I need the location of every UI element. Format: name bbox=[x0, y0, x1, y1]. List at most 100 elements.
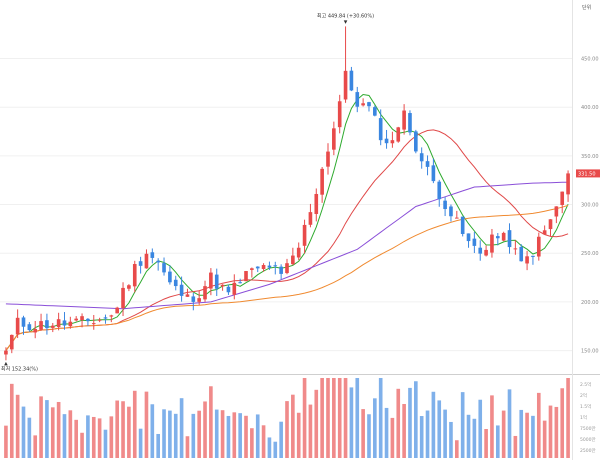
candle bbox=[373, 105, 377, 117]
candle-body bbox=[355, 92, 360, 107]
candle-body bbox=[507, 230, 512, 248]
volume-bar bbox=[173, 413, 178, 458]
candle-body bbox=[378, 118, 383, 141]
candle bbox=[238, 278, 242, 284]
candle-body bbox=[478, 247, 483, 254]
volume-bar bbox=[507, 389, 512, 458]
volume-bar bbox=[255, 414, 260, 458]
candle-body bbox=[86, 318, 90, 322]
candle-body bbox=[314, 193, 319, 214]
volume-bar bbox=[560, 388, 565, 458]
candle-body bbox=[185, 294, 190, 297]
candle bbox=[138, 256, 143, 274]
volume-bar bbox=[548, 405, 553, 458]
candle bbox=[320, 166, 324, 203]
volume-bar bbox=[27, 417, 32, 458]
candle bbox=[50, 322, 55, 333]
candle-body bbox=[449, 206, 453, 217]
candle bbox=[197, 291, 201, 305]
candle-body bbox=[431, 165, 436, 182]
candle bbox=[232, 274, 237, 300]
candle bbox=[255, 266, 260, 273]
candle bbox=[273, 261, 278, 275]
volume-bar bbox=[332, 378, 336, 458]
candle-body bbox=[121, 287, 125, 309]
candle-body bbox=[373, 107, 377, 116]
candle-body bbox=[232, 282, 237, 295]
candle-body bbox=[156, 260, 160, 263]
candle-body bbox=[103, 317, 108, 319]
volume-bar bbox=[21, 406, 26, 458]
candle bbox=[91, 314, 96, 330]
candle bbox=[343, 26, 348, 103]
candle-body bbox=[349, 70, 354, 91]
volume-bar bbox=[138, 428, 143, 458]
candle-body bbox=[168, 271, 172, 283]
candle-body bbox=[343, 70, 348, 100]
volume-bar bbox=[337, 378, 342, 458]
volume-bar bbox=[191, 413, 196, 458]
candle bbox=[437, 179, 442, 207]
candle bbox=[507, 223, 512, 254]
volume-bar bbox=[62, 414, 67, 458]
candle-body bbox=[4, 350, 8, 355]
candle bbox=[402, 104, 406, 135]
volume-bar bbox=[384, 407, 389, 458]
candle-body bbox=[320, 168, 324, 195]
candle-body bbox=[220, 284, 225, 287]
candle bbox=[285, 258, 289, 275]
candle bbox=[209, 268, 213, 296]
candle-body bbox=[162, 263, 166, 273]
candle-body bbox=[548, 219, 553, 230]
candle bbox=[443, 197, 447, 217]
moving-average-lines bbox=[5, 93, 569, 351]
candle-body bbox=[109, 315, 114, 317]
candle bbox=[261, 263, 266, 272]
candle-body bbox=[179, 284, 184, 296]
candle-body bbox=[68, 321, 73, 327]
candle-body bbox=[132, 264, 137, 287]
candle bbox=[419, 147, 424, 169]
candle bbox=[531, 255, 535, 265]
candle bbox=[156, 258, 160, 271]
price-tick-label: 400.00 bbox=[581, 105, 599, 111]
candle bbox=[536, 232, 541, 261]
corner-label: 단위 bbox=[582, 4, 591, 11]
volume-tick-label: 2억 bbox=[580, 392, 587, 399]
candle bbox=[566, 170, 570, 202]
volume-bar bbox=[244, 415, 248, 458]
candle bbox=[4, 347, 8, 361]
candle-body bbox=[332, 128, 336, 150]
candle bbox=[226, 284, 231, 295]
candle bbox=[501, 231, 506, 242]
candle-body bbox=[302, 224, 307, 246]
candle bbox=[45, 313, 49, 335]
volume-bar bbox=[542, 420, 547, 458]
ma-line-ma60 bbox=[5, 204, 569, 351]
candle-body bbox=[501, 232, 506, 241]
candle bbox=[314, 188, 319, 222]
candle-body bbox=[326, 151, 330, 167]
volume-bar bbox=[320, 378, 324, 458]
candlesticks bbox=[4, 26, 570, 361]
candle bbox=[425, 155, 430, 176]
candle bbox=[408, 110, 412, 136]
volume-bar bbox=[214, 409, 219, 458]
candle-body bbox=[384, 138, 389, 144]
candle bbox=[62, 312, 67, 330]
candle bbox=[168, 265, 172, 285]
volume-tick-label: 2500만 bbox=[580, 447, 596, 454]
candle bbox=[449, 204, 453, 222]
candle-body bbox=[21, 317, 26, 327]
volume-bar bbox=[86, 415, 90, 458]
price-tick-label: 450.00 bbox=[581, 57, 599, 63]
candle bbox=[74, 316, 79, 322]
candle-body bbox=[566, 173, 570, 195]
volume-bar bbox=[443, 409, 447, 458]
candle bbox=[9, 334, 14, 354]
volume-bar bbox=[291, 394, 295, 458]
candle bbox=[173, 275, 178, 291]
volume-bar bbox=[80, 432, 84, 458]
candle-body bbox=[39, 321, 43, 330]
